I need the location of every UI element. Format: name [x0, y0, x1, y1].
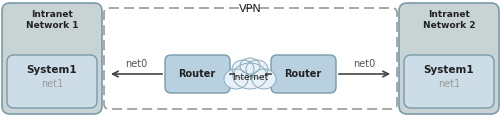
Ellipse shape: [224, 69, 248, 89]
Text: Intranet
Network 2: Intranet Network 2: [423, 10, 475, 30]
Ellipse shape: [252, 69, 276, 89]
Text: VPN: VPN: [238, 4, 262, 14]
Text: net1: net1: [438, 79, 460, 89]
FancyBboxPatch shape: [404, 55, 494, 108]
Text: Router: Router: [178, 69, 215, 79]
FancyBboxPatch shape: [7, 55, 97, 108]
Text: System1: System1: [424, 65, 474, 75]
FancyBboxPatch shape: [399, 3, 499, 114]
Text: net0: net0: [353, 59, 375, 69]
Ellipse shape: [246, 60, 268, 78]
FancyBboxPatch shape: [2, 3, 102, 114]
FancyBboxPatch shape: [271, 55, 336, 93]
Text: Router: Router: [285, 69, 322, 79]
Text: net0: net0: [125, 59, 147, 69]
Ellipse shape: [240, 58, 260, 74]
Ellipse shape: [232, 60, 254, 78]
Ellipse shape: [234, 66, 266, 84]
Text: System1: System1: [27, 65, 77, 75]
Text: Internet: Internet: [232, 73, 268, 82]
Text: Intranet
Network 1: Intranet Network 1: [26, 10, 78, 30]
FancyBboxPatch shape: [165, 55, 230, 93]
Ellipse shape: [233, 63, 267, 89]
Text: net1: net1: [41, 79, 63, 89]
